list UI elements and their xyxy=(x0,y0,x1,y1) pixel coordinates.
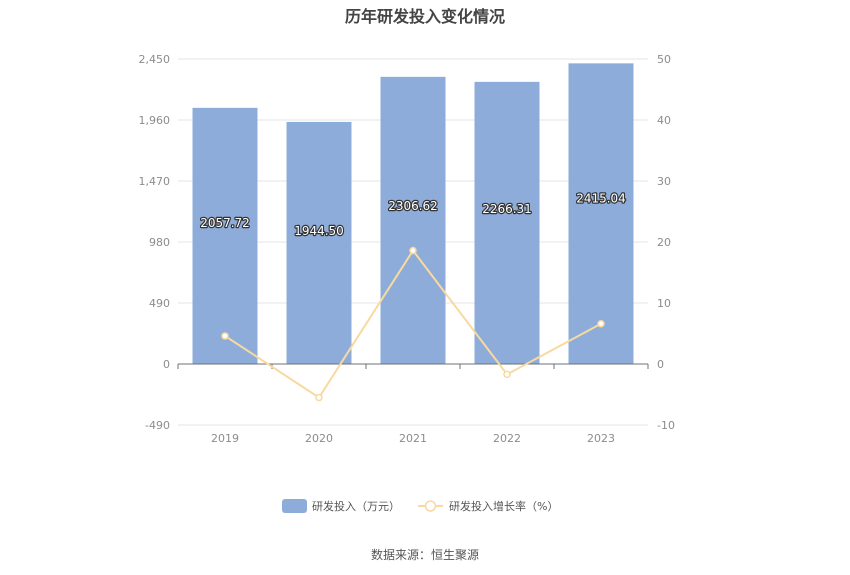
y-left-tick-label: 2,450 xyxy=(139,53,171,66)
bar xyxy=(474,81,540,365)
x-tick-label: 2020 xyxy=(305,432,333,445)
y-right-tick-label: 0 xyxy=(657,358,664,371)
legend-line-label: 研发投入增长率（%） xyxy=(449,499,558,513)
growth-point xyxy=(221,332,229,340)
y-left-tick-label: 1,960 xyxy=(139,114,171,127)
y-left-tick-label: 980 xyxy=(149,236,170,249)
chart-title: 历年研发投入变化情况 xyxy=(344,7,505,26)
bar xyxy=(192,107,258,365)
x-tick-label: 2021 xyxy=(399,432,427,445)
y-left-tick-label: 0 xyxy=(163,358,170,371)
growth-point xyxy=(597,319,605,328)
source-note: 数据来源：恒生聚源 xyxy=(370,548,479,562)
y-right-tick-label: 50 xyxy=(657,53,671,66)
y-right-tick-label: -10 xyxy=(657,419,675,432)
growth-point xyxy=(503,370,511,379)
y-right-tick-label: 10 xyxy=(657,297,671,310)
bar-data-label: 2057.72 xyxy=(200,216,250,230)
y-left-tick-label: 490 xyxy=(149,297,170,310)
y-right-tick-label: 30 xyxy=(657,175,671,188)
bar-data-label: 2266.31 xyxy=(482,202,532,216)
bar xyxy=(380,76,446,364)
x-tick-label: 2022 xyxy=(493,432,521,445)
bar xyxy=(286,121,352,364)
legend-line-marker xyxy=(424,500,437,512)
growth-point xyxy=(315,393,323,402)
legend-bar-label: 研发投入（万元） xyxy=(312,499,400,513)
y-right-tick-label: 40 xyxy=(657,114,671,127)
y-left-tick-label: 1,470 xyxy=(139,175,171,188)
bar-data-label: 1944.50 xyxy=(294,224,344,238)
bar-data-label: 2306.62 xyxy=(388,199,438,213)
bar-data-label: 2415.04 xyxy=(576,192,626,206)
growth-point xyxy=(409,246,417,255)
y-right-tick-label: 20 xyxy=(657,236,671,249)
x-tick-label: 2019 xyxy=(211,432,239,445)
legend-bar-swatch xyxy=(282,499,307,513)
y-left-tick-label: -490 xyxy=(145,419,170,432)
x-tick-label: 2023 xyxy=(587,432,615,445)
bar xyxy=(568,63,634,364)
